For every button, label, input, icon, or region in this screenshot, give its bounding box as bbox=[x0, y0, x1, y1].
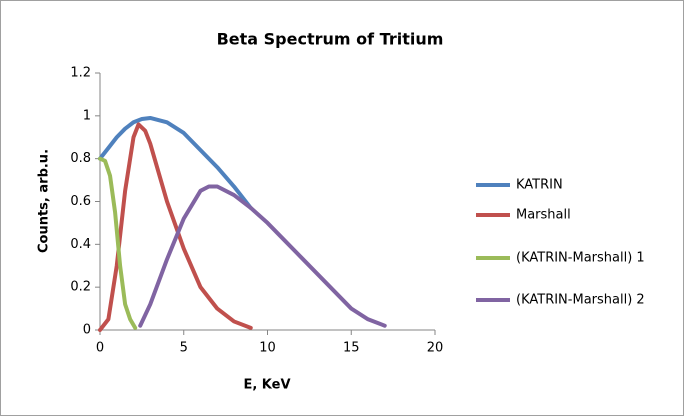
chart-title: Beta Spectrum of Tritium bbox=[217, 30, 444, 49]
legend-label: (KATRIN-Marshall) 1 bbox=[516, 251, 645, 266]
x-tick-label: 15 bbox=[343, 341, 360, 356]
x-tick-label: 0 bbox=[96, 341, 104, 356]
y-tick-label: 0 bbox=[83, 323, 91, 338]
x-tick-label: 20 bbox=[427, 341, 444, 356]
y-tick-label: 0.4 bbox=[70, 237, 91, 252]
x-tick-label: 10 bbox=[259, 341, 276, 356]
legend-label: KATRIN bbox=[516, 178, 563, 193]
y-tick-label: 1.2 bbox=[70, 66, 91, 81]
series-line bbox=[138, 184, 387, 328]
legend-label: Marshall bbox=[516, 208, 571, 223]
x-tick-label: 5 bbox=[180, 341, 188, 356]
y-tick-label: 0.2 bbox=[70, 280, 91, 295]
y-tick-label: 1 bbox=[83, 108, 91, 123]
y-tick-label: 0.8 bbox=[70, 151, 91, 166]
y-axis-title: Counts, arb.u. bbox=[37, 149, 52, 253]
series-line bbox=[98, 115, 253, 210]
y-tick-label: 0.6 bbox=[70, 194, 91, 209]
legend-label: (KATRIN-Marshall) 2 bbox=[516, 293, 645, 308]
x-axis-title: E, KeV bbox=[243, 378, 290, 393]
series-line bbox=[98, 156, 138, 330]
